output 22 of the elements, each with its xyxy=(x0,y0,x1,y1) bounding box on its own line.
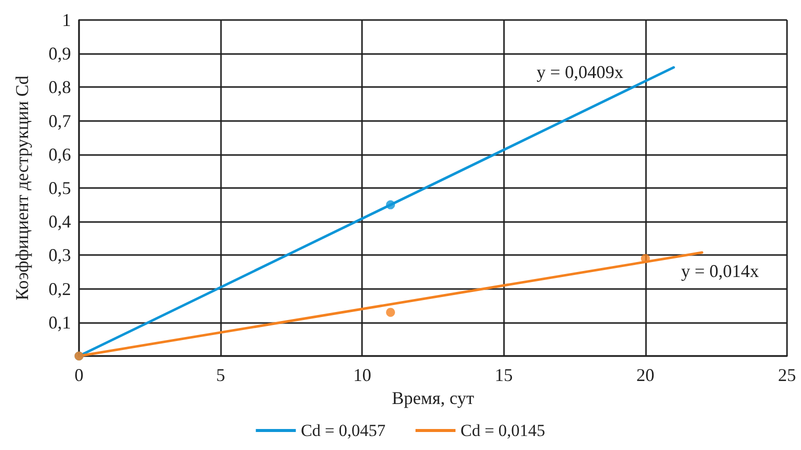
y-tick-label: 0,2 xyxy=(48,278,71,299)
x-tick-label: 5 xyxy=(216,365,226,385)
x-tick-label: 20 xyxy=(636,365,654,385)
x-tick-label: 15 xyxy=(494,365,513,385)
y-tick-label: 1 xyxy=(62,10,71,30)
y-tick-label: 0,6 xyxy=(48,144,71,164)
legend-label: Cd = 0,0145 xyxy=(460,421,546,440)
annotation: y = 0,0409x xyxy=(536,62,624,82)
x-axis-title: Время, сут xyxy=(392,388,474,408)
y-tick-label: 0,9 xyxy=(48,44,71,64)
y-axis-title: Коэффициент деструкции Cd xyxy=(12,76,32,300)
x-tick-label: 10 xyxy=(353,365,372,385)
legend-label: Cd = 0,0457 xyxy=(300,421,386,440)
y-tick-label: 0,3 xyxy=(48,245,71,266)
annotation: y = 0,014x xyxy=(681,261,759,281)
y-tick-label: 0,7 xyxy=(48,110,71,131)
y-tick-label: 0,8 xyxy=(48,77,71,98)
x-tick-label: 0 xyxy=(74,365,84,385)
y-tick-label: 0,1 xyxy=(48,312,71,332)
x-tick-label: 25 xyxy=(778,365,796,385)
y-tick-label: 0,5 xyxy=(48,178,71,198)
y-tick-label: 0,4 xyxy=(48,212,71,232)
